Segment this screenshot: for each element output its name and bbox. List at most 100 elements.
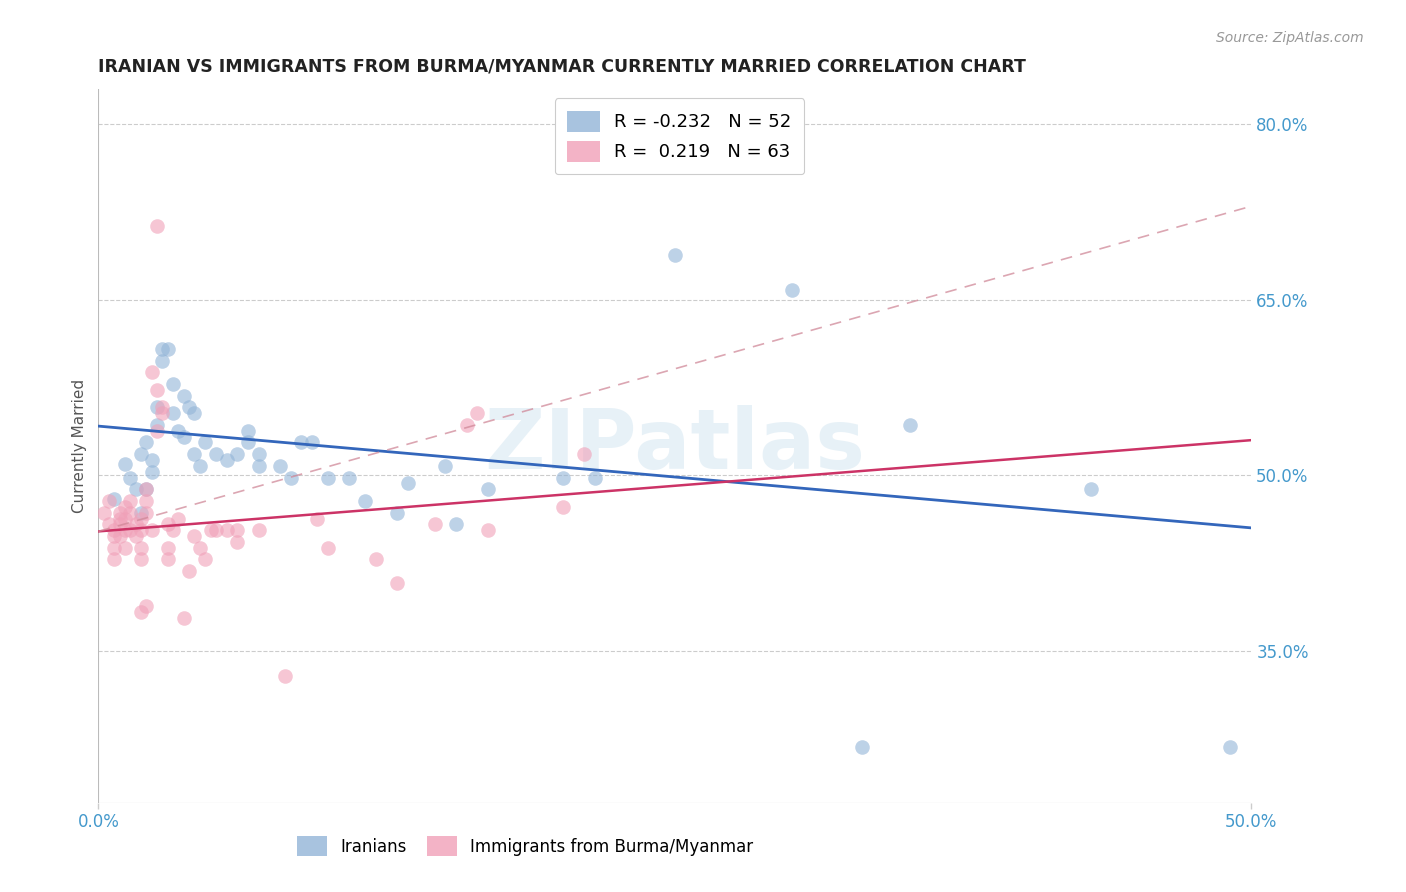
Point xyxy=(179,564,201,578)
Point xyxy=(551,500,574,514)
Point xyxy=(269,458,291,473)
Point xyxy=(103,523,125,537)
Point xyxy=(146,417,169,432)
Point xyxy=(114,541,136,555)
Point xyxy=(572,447,595,461)
Point xyxy=(205,447,228,461)
Point xyxy=(236,435,259,450)
Point xyxy=(444,517,467,532)
Point xyxy=(156,541,179,555)
Point xyxy=(129,541,152,555)
Point xyxy=(316,470,339,484)
Point xyxy=(103,491,125,506)
Point xyxy=(664,248,686,262)
Point xyxy=(188,458,211,473)
Point xyxy=(141,365,163,379)
Text: ZIPatlas: ZIPatlas xyxy=(485,406,865,486)
Point xyxy=(108,506,131,520)
Point xyxy=(125,529,148,543)
Point xyxy=(103,541,125,555)
Point xyxy=(129,447,152,461)
Point xyxy=(129,605,152,619)
Point xyxy=(167,511,190,525)
Point xyxy=(316,541,339,555)
Point xyxy=(205,523,228,537)
Point xyxy=(141,453,163,467)
Point xyxy=(247,447,270,461)
Point xyxy=(103,529,125,543)
Point xyxy=(1219,739,1241,754)
Point xyxy=(152,401,174,415)
Point xyxy=(108,511,131,525)
Point xyxy=(188,541,211,555)
Point xyxy=(364,552,387,566)
Point xyxy=(301,435,323,450)
Point xyxy=(337,470,360,484)
Point xyxy=(135,599,157,614)
Point xyxy=(146,219,169,233)
Point xyxy=(551,470,574,484)
Point xyxy=(456,417,478,432)
Point xyxy=(173,430,195,444)
Point xyxy=(125,517,148,532)
Point xyxy=(200,523,222,537)
Point xyxy=(120,523,142,537)
Point xyxy=(307,511,329,525)
Point xyxy=(274,669,297,683)
Point xyxy=(146,424,169,438)
Point xyxy=(467,406,489,420)
Point xyxy=(167,424,190,438)
Point xyxy=(146,401,169,415)
Point xyxy=(125,483,148,497)
Point xyxy=(114,500,136,514)
Point xyxy=(135,435,157,450)
Point xyxy=(152,342,174,356)
Point xyxy=(156,342,179,356)
Point xyxy=(247,523,270,537)
Point xyxy=(387,575,409,590)
Legend: Iranians, Immigrants from Burma/Myanmar: Iranians, Immigrants from Burma/Myanmar xyxy=(290,830,759,863)
Point xyxy=(387,506,409,520)
Point xyxy=(1080,483,1102,497)
Point xyxy=(156,517,179,532)
Point xyxy=(162,376,184,391)
Point xyxy=(108,517,131,532)
Point xyxy=(183,447,205,461)
Point xyxy=(851,739,873,754)
Point xyxy=(120,494,142,508)
Point xyxy=(477,523,499,537)
Point xyxy=(114,511,136,525)
Point xyxy=(120,470,142,484)
Point xyxy=(103,552,125,566)
Y-axis label: Currently Married: Currently Married xyxy=(72,379,87,513)
Point xyxy=(215,453,238,467)
Point xyxy=(129,511,152,525)
Point xyxy=(179,401,201,415)
Point xyxy=(226,535,249,549)
Point xyxy=(93,506,115,520)
Point xyxy=(129,506,152,520)
Point xyxy=(152,353,174,368)
Point xyxy=(477,483,499,497)
Point xyxy=(898,417,921,432)
Point xyxy=(141,523,163,537)
Point xyxy=(129,523,152,537)
Point xyxy=(114,457,136,471)
Point xyxy=(129,552,152,566)
Point xyxy=(173,611,195,625)
Point xyxy=(120,506,142,520)
Point xyxy=(226,447,249,461)
Point xyxy=(354,494,377,508)
Point xyxy=(98,517,121,532)
Point xyxy=(135,506,157,520)
Point xyxy=(226,523,249,537)
Point xyxy=(396,476,419,491)
Point xyxy=(152,406,174,420)
Text: Source: ZipAtlas.com: Source: ZipAtlas.com xyxy=(1216,31,1364,45)
Point xyxy=(280,470,302,484)
Point xyxy=(135,483,157,497)
Point xyxy=(146,383,169,397)
Point xyxy=(114,523,136,537)
Point xyxy=(423,517,446,532)
Point xyxy=(782,284,804,298)
